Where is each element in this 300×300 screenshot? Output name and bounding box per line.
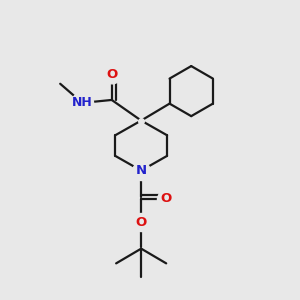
Text: N: N xyxy=(136,164,147,177)
Text: O: O xyxy=(136,216,147,229)
Text: O: O xyxy=(106,68,117,81)
Text: NH: NH xyxy=(72,96,93,110)
Text: O: O xyxy=(160,192,172,205)
